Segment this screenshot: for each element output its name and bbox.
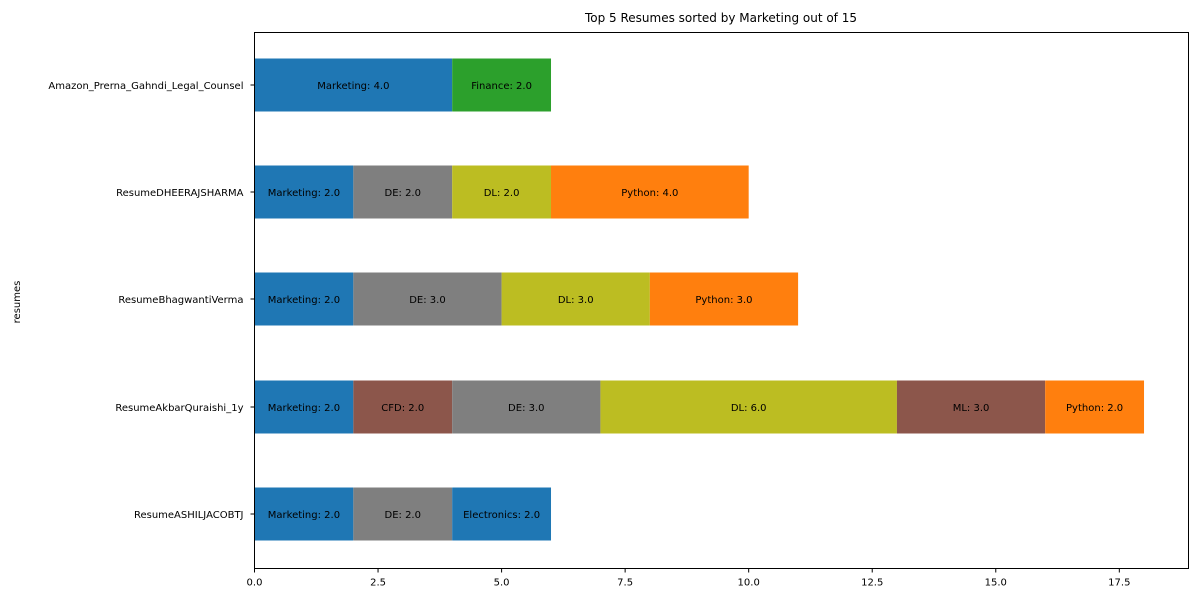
segment-label: CFD: 2.0 <box>381 403 424 414</box>
plot-frame <box>254 32 1189 569</box>
x-ticks-group: 0.0 2.5 5.0 7.5 10.0 12.5 15.0 17.5 <box>247 568 1130 589</box>
bar-segment <box>353 380 453 434</box>
bar-segment <box>353 487 453 541</box>
x-tick-label: 2.5 <box>370 578 386 589</box>
y-tick-label: ResumeAkbarQuraishi_1y <box>115 403 243 414</box>
segment-label: DL: 3.0 <box>558 295 594 306</box>
y-tick-label: ResumeDHEERAJSHARMA <box>116 188 244 199</box>
x-tick-label: 15.0 <box>985 578 1007 589</box>
segment-label: DE: 2.0 <box>385 510 421 521</box>
bar-segment <box>254 380 354 434</box>
bar-segment <box>452 380 601 434</box>
segment-label: DE: 3.0 <box>409 295 445 306</box>
bars-group: Marketing: 4.0 Finance: 2.0 Marketing: 2.0… <box>254 58 1145 541</box>
segment-label: Marketing: 2.0 <box>268 188 340 199</box>
segment-label: DE: 3.0 <box>508 403 544 414</box>
segment-label: Marketing: 2.0 <box>268 403 340 414</box>
bar-segment <box>254 487 354 541</box>
bar-segment <box>501 272 650 326</box>
y-ticks-group: Amazon_Prerna_Gahndi_Legal_Counsel Resume… <box>48 81 255 521</box>
x-tick-label: 7.5 <box>617 578 633 589</box>
bar-segment <box>254 58 453 112</box>
bar-segment <box>254 165 354 219</box>
bar-segment <box>649 272 799 326</box>
segment-label: Python: 4.0 <box>621 188 678 199</box>
segment-label: DL: 6.0 <box>731 403 767 414</box>
bar-segment <box>254 272 354 326</box>
bar-segment <box>452 487 552 541</box>
x-tick-label: 12.5 <box>861 578 883 589</box>
x-tick-label: 0.0 <box>247 578 263 589</box>
segment-label: Finance: 2.0 <box>471 81 532 92</box>
bar-segment <box>353 165 453 219</box>
segment-label: ML: 3.0 <box>953 403 990 414</box>
y-tick-label: ResumeASHILJACOBTJ <box>134 510 244 521</box>
bar-segment <box>896 380 1046 434</box>
bar-segment <box>353 272 502 326</box>
segment-label: Marketing: 2.0 <box>268 295 340 306</box>
segment-label: Python: 2.0 <box>1066 403 1123 414</box>
segment-label: Marketing: 4.0 <box>317 81 389 92</box>
y-axis-label: resumes <box>12 281 23 324</box>
chart-title: Top 5 Resumes sorted by Marketing out of… <box>584 11 857 25</box>
segment-label: DL: 2.0 <box>484 188 520 199</box>
segment-label: Python: 3.0 <box>695 295 752 306</box>
y-tick-label: Amazon_Prerna_Gahndi_Legal_Counsel <box>48 81 243 92</box>
y-tick-label: ResumeBhagwantiVerma <box>118 295 243 306</box>
bar-segment <box>600 380 897 434</box>
bar-segment <box>452 165 552 219</box>
bar-segment <box>452 58 552 112</box>
x-tick-label: 5.0 <box>494 578 510 589</box>
x-tick-label: 10.0 <box>738 578 760 589</box>
segment-label: Marketing: 2.0 <box>268 510 340 521</box>
segment-label: DE: 2.0 <box>385 188 421 199</box>
bar-segment <box>551 165 749 219</box>
bar-segment <box>1045 380 1145 434</box>
segment-label: Electronics: 2.0 <box>463 510 540 521</box>
x-tick-label: 17.5 <box>1108 578 1130 589</box>
